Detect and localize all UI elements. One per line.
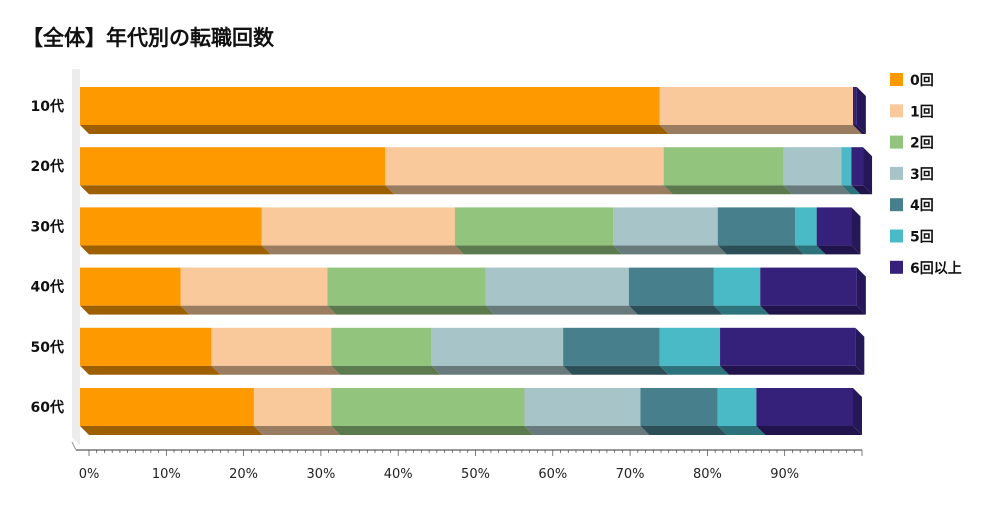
- legend-item: 6回以上: [890, 260, 962, 277]
- legend-label: 3回: [910, 167, 934, 183]
- chart-title: 【全体】年代別の転職回数: [22, 26, 274, 50]
- bar-segment: [663, 147, 793, 195]
- bar-segment: [717, 388, 766, 435]
- legend-swatch: [890, 166, 903, 180]
- bar-segment: [431, 327, 573, 375]
- legend-label: 0回: [910, 73, 934, 89]
- legend-label: 1回: [910, 104, 934, 120]
- bar-segment: [331, 388, 534, 435]
- bar-segment: [613, 207, 727, 255]
- bar-segment: [659, 87, 862, 134]
- legend-item: 4回: [890, 198, 934, 214]
- bar-segment: [563, 327, 669, 375]
- bar-segment: [80, 147, 395, 195]
- legend-swatch: [890, 73, 903, 86]
- bar-segment: [717, 207, 805, 255]
- bar-segment: [327, 267, 495, 315]
- bar-segment: [253, 388, 341, 435]
- bar-end-cap: [856, 87, 866, 134]
- bar-segment: [853, 87, 866, 134]
- bar-segment: [80, 267, 190, 315]
- bar-segment: [756, 388, 862, 435]
- legend-label: 2回: [910, 136, 934, 152]
- bar-segment: [80, 207, 271, 255]
- bar-segment: [524, 388, 650, 435]
- chart-back-wall: [72, 69, 80, 445]
- legend-item: 5回: [890, 229, 934, 246]
- category-label: 30代: [31, 218, 64, 235]
- bar-segment: [385, 147, 673, 195]
- bar-segment: [261, 207, 464, 255]
- bar-segment: [795, 207, 826, 255]
- legend-label: 5回: [910, 230, 934, 246]
- x-tick-label: 70%: [616, 467, 645, 482]
- bar-end-cap: [863, 147, 873, 195]
- bar-segment: [783, 147, 851, 195]
- x-tick-label: 80%: [693, 467, 722, 482]
- bar-segment: [211, 327, 341, 375]
- category-label: 50代: [31, 339, 64, 356]
- bar-segment: [80, 327, 221, 375]
- x-tick-label: 20%: [229, 467, 258, 482]
- bar-end-cap: [856, 267, 866, 315]
- x-tick-label: 10%: [152, 467, 181, 482]
- x-tick-label: 60%: [538, 467, 567, 482]
- legend-swatch: [890, 135, 903, 149]
- bar-segment: [80, 388, 263, 435]
- bar-segment: [80, 87, 669, 134]
- bar-segment: [331, 327, 441, 375]
- x-tick-label: 50%: [461, 467, 490, 482]
- bar-segment: [760, 267, 866, 315]
- legend-swatch: [890, 104, 903, 118]
- bar-segment: [485, 267, 638, 315]
- bar-segment: [659, 327, 730, 375]
- category-label: 10代: [31, 98, 64, 115]
- bar-end-cap: [851, 207, 861, 255]
- bar-segment: [851, 147, 873, 195]
- bar-end-cap: [855, 327, 865, 375]
- legend-swatch: [890, 229, 903, 243]
- legend-swatch: [890, 198, 903, 212]
- legend-label: 6回以上: [910, 261, 962, 277]
- bar-end-cap: [853, 388, 862, 435]
- bar-segment: [816, 207, 861, 255]
- category-label: 60代: [31, 399, 64, 416]
- category-label: 20代: [31, 158, 64, 175]
- bar-segment: [713, 267, 770, 315]
- category-label: 40代: [31, 279, 64, 296]
- legend-swatch: [890, 260, 903, 274]
- legend-item: 1回: [890, 104, 934, 120]
- bar-segment: [454, 207, 623, 255]
- x-tick-label: 0%: [79, 467, 100, 482]
- bar-segment: [720, 327, 865, 375]
- legend-label: 4回: [910, 198, 934, 214]
- bar-segment: [628, 267, 723, 315]
- x-tick-label: 40%: [384, 467, 413, 482]
- legend-item: 3回: [890, 166, 934, 183]
- legend-item: 2回: [890, 135, 934, 152]
- bar-segment: [841, 147, 861, 195]
- x-tick-label: 30%: [306, 467, 335, 482]
- bar-segment: [640, 388, 727, 435]
- legend-item: 0回: [890, 73, 934, 89]
- x-tick-label: 90%: [770, 467, 799, 482]
- bar-segment: [180, 267, 337, 315]
